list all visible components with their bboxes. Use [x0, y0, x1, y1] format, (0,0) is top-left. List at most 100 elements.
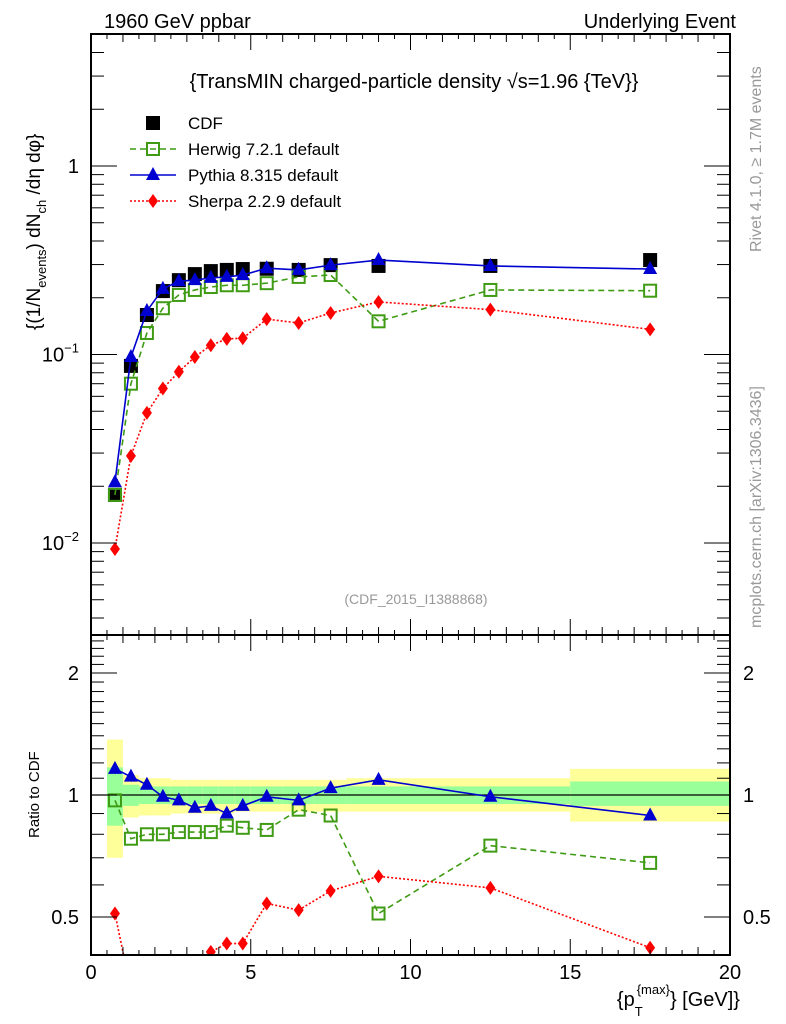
herwig-point [171, 287, 186, 302]
pythia-point [155, 788, 170, 802]
stat-uncertainty-band [570, 781, 730, 806]
legend-sherpa-label: Sherpa 2.2.9 default [188, 192, 341, 211]
ylabel-part1: {(1/N [24, 288, 45, 330]
pythia-point [643, 807, 658, 821]
sherpa-point [190, 968, 200, 982]
series-herwig [107, 268, 658, 502]
ratio-y-tick-label: 0.5 [51, 907, 79, 929]
x-tick-label: 5 [245, 962, 256, 984]
pythia-point [259, 260, 274, 274]
herwig-point [259, 822, 274, 837]
sherpa-point [205, 944, 216, 955]
legend: CDF Herwig 7.2.1 default Pythia 8.315 defa… [130, 114, 341, 211]
xlabel-part2: } [GeV]} [670, 989, 740, 1011]
herwig-point [259, 276, 274, 291]
pythia-point [235, 797, 250, 811]
pythia-point [187, 799, 202, 813]
pythia-point [323, 257, 338, 271]
legend-cdf-label: CDF [188, 114, 223, 133]
herwig-point [483, 838, 498, 853]
pythia-point [259, 788, 274, 802]
herwig-point [371, 314, 386, 329]
sherpa-point [293, 903, 304, 918]
pythia-point [139, 776, 154, 790]
sherpa-point [221, 331, 232, 346]
xlabel-sup-max: {max} [637, 982, 671, 997]
ylabel-part2: ) dN [24, 214, 45, 250]
y-tick-label: 1 [68, 156, 79, 178]
pythia-point [291, 261, 306, 275]
x-tick-label: 0 [85, 962, 96, 984]
pythia-point [291, 792, 306, 806]
herwig-point [107, 487, 122, 502]
legend-sherpa-marker [148, 194, 158, 208]
ratio-y-tick-label-right: 2 [743, 663, 754, 685]
y-tick-base: 10 [42, 533, 64, 555]
x-tick-label: 10 [399, 962, 421, 984]
rivet-label: Rivet 4.1.0, ≥ 1.7M events [748, 66, 765, 252]
series-sherpa [109, 869, 656, 982]
pythia-point [171, 273, 186, 287]
sherpa-point [157, 381, 168, 396]
xlabel-sub-T: T [635, 1004, 643, 1019]
herwig-point [123, 376, 138, 391]
legend-item-pythia: Pythia 8.315 default [130, 166, 339, 185]
herwig-point [203, 825, 218, 840]
ylabel-sub-events: events [34, 249, 49, 288]
ylabel-sub-ch: ch [34, 200, 49, 214]
ratio-ylabel: Ratio to CDF [26, 751, 43, 838]
herwig-point [235, 820, 250, 835]
header-left-title: 1960 GeV ppbar [104, 11, 251, 33]
herwig-point [483, 282, 498, 297]
sherpa-point [237, 331, 248, 346]
pythia-point [139, 303, 154, 317]
sherpa-point [373, 869, 384, 884]
cdf-point [123, 358, 138, 373]
herwig-point [371, 906, 386, 921]
pythia-point [123, 768, 138, 782]
main-series-group [107, 252, 658, 556]
pythia-point [107, 474, 122, 488]
sherpa-point [205, 338, 216, 353]
legend-item-herwig: Herwig 7.2.1 default [130, 140, 339, 159]
pythia-point [219, 805, 234, 819]
herwig-point [171, 825, 186, 840]
sherpa-point [485, 302, 496, 317]
sherpa-point [261, 312, 272, 327]
legend-cdf-marker [146, 116, 160, 130]
x-tick-label: 20 [719, 962, 741, 984]
herwig-point [643, 283, 658, 298]
herwig-point [139, 827, 154, 842]
cdf-point [643, 253, 658, 268]
mcplots-label: mcplots.cern.ch [arXiv:1306.3436] [748, 386, 765, 628]
xlabel-part1: {p [617, 989, 635, 1011]
y-tick-exponent: −1 [64, 341, 79, 356]
pythia-point [171, 792, 186, 806]
sherpa-point [261, 896, 272, 911]
ratio-y-tick-label: 2 [68, 663, 79, 685]
sherpa-point [189, 349, 200, 364]
ratio-y-tick-label-right: 0.5 [743, 907, 771, 929]
pythia-point [219, 268, 234, 282]
pythia-point [371, 771, 386, 785]
y-tick-base: 10 [42, 345, 64, 367]
pythia-point [203, 269, 218, 283]
sherpa-point [109, 541, 120, 556]
sherpa-point [325, 883, 336, 898]
pythia-point [483, 257, 498, 271]
pythia-point [187, 272, 202, 286]
ratio-series-group [107, 760, 658, 982]
ratio-uncertainty-bands [91, 739, 730, 858]
y-tick-label: 10−1 [42, 341, 79, 367]
herwig-line [114, 800, 651, 915]
pythia-point [155, 280, 170, 294]
herwig-point [643, 855, 658, 870]
sherpa-point [293, 315, 304, 330]
legend-pythia-marker [146, 167, 160, 180]
sherpa-point [109, 906, 120, 921]
sherpa-point [141, 405, 152, 420]
series-pythia [107, 252, 658, 488]
pythia-point [483, 788, 498, 802]
pythia-point [235, 267, 250, 281]
